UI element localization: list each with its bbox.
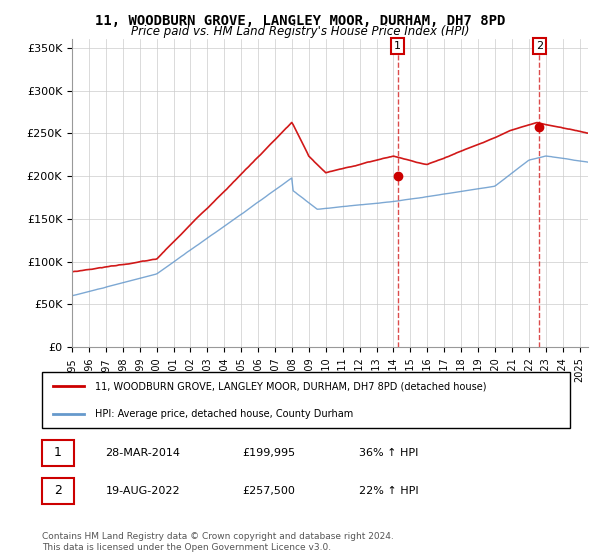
FancyBboxPatch shape <box>42 440 74 466</box>
Text: £199,995: £199,995 <box>242 447 296 458</box>
Text: Contains HM Land Registry data © Crown copyright and database right 2024.
This d: Contains HM Land Registry data © Crown c… <box>42 532 394 552</box>
FancyBboxPatch shape <box>42 372 570 428</box>
Text: 2: 2 <box>536 41 543 51</box>
Text: 11, WOODBURN GROVE, LANGLEY MOOR, DURHAM, DH7 8PD: 11, WOODBURN GROVE, LANGLEY MOOR, DURHAM… <box>95 14 505 28</box>
Text: £257,500: £257,500 <box>242 486 296 496</box>
Text: 1: 1 <box>394 41 401 51</box>
Text: 19-AUG-2022: 19-AUG-2022 <box>106 486 180 496</box>
Text: 1: 1 <box>54 446 62 459</box>
Text: Price paid vs. HM Land Registry's House Price Index (HPI): Price paid vs. HM Land Registry's House … <box>131 25 469 38</box>
Text: 2: 2 <box>54 484 62 497</box>
Text: 36% ↑ HPI: 36% ↑ HPI <box>359 447 418 458</box>
Text: 22% ↑ HPI: 22% ↑ HPI <box>359 486 418 496</box>
FancyBboxPatch shape <box>42 478 74 504</box>
Text: 11, WOODBURN GROVE, LANGLEY MOOR, DURHAM, DH7 8PD (detached house): 11, WOODBURN GROVE, LANGLEY MOOR, DURHAM… <box>95 381 487 391</box>
Text: 28-MAR-2014: 28-MAR-2014 <box>106 447 181 458</box>
Text: HPI: Average price, detached house, County Durham: HPI: Average price, detached house, Coun… <box>95 409 353 419</box>
